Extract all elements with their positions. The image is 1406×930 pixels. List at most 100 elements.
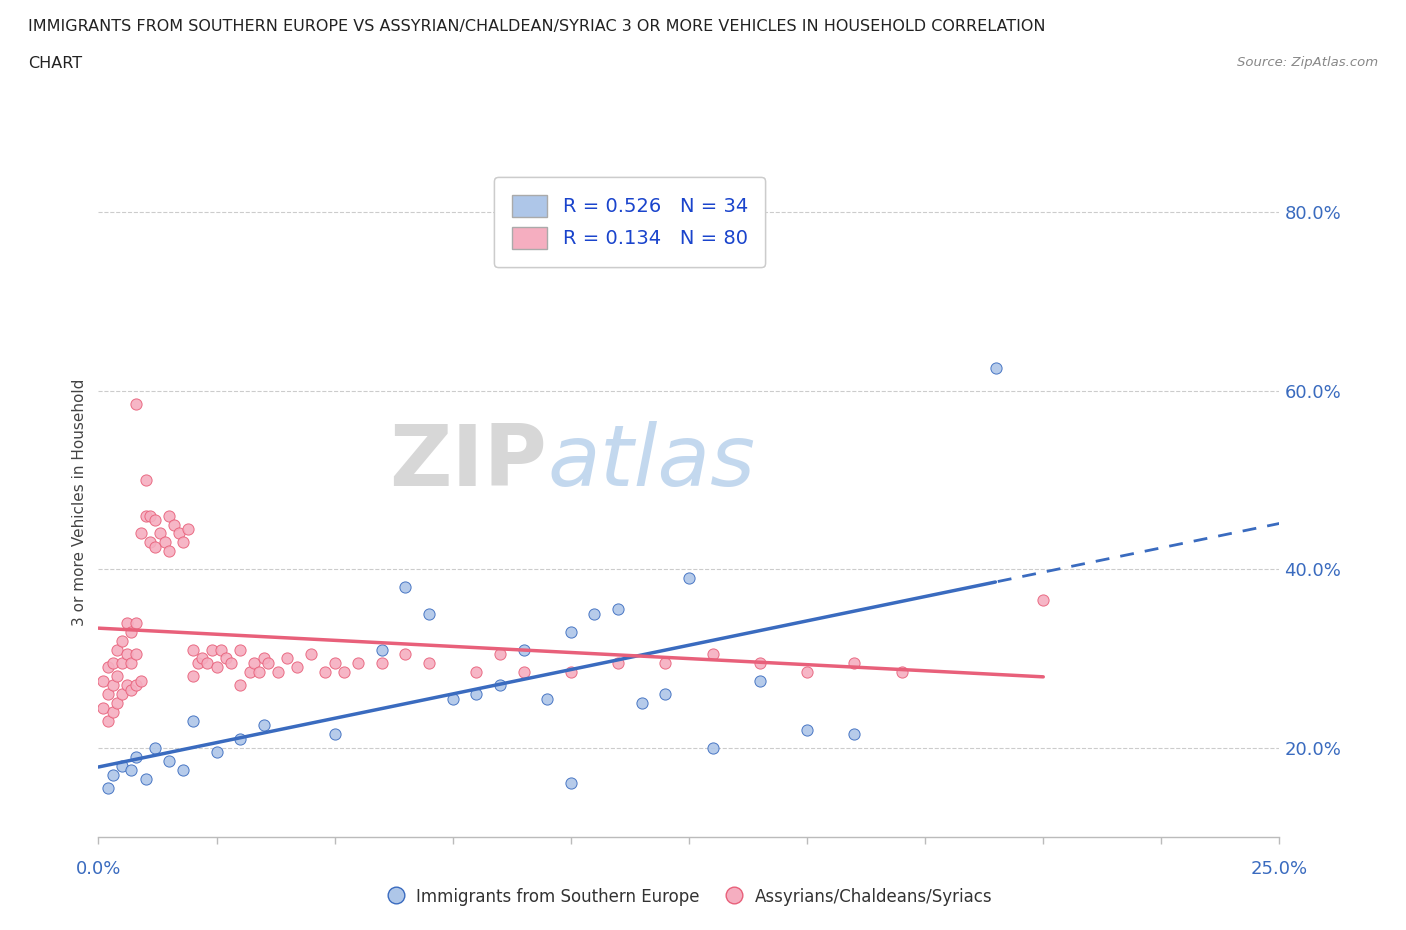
Point [111, 686, 134, 701]
Text: 25.0%: 25.0% [1251, 860, 1308, 878]
Point [257, 656, 280, 671]
Point [163, 517, 186, 532]
Point [172, 535, 194, 550]
Point [536, 691, 558, 706]
Point [101, 767, 124, 782]
Point [121, 683, 143, 698]
Point [512, 642, 534, 657]
Point [678, 571, 700, 586]
Point [177, 522, 200, 537]
Point [135, 508, 157, 523]
Point [135, 472, 157, 487]
Point [153, 535, 176, 550]
Point [630, 696, 652, 711]
Point [253, 718, 276, 733]
Point [323, 727, 346, 742]
Point [512, 664, 534, 679]
Point [91, 673, 114, 688]
Point [125, 396, 148, 411]
Point [702, 740, 724, 755]
Point [157, 544, 180, 559]
Point [157, 508, 180, 523]
Y-axis label: 3 or more Vehicles in Household: 3 or more Vehicles in Household [72, 379, 87, 626]
Point [239, 664, 262, 679]
Point [205, 660, 228, 675]
Point [125, 750, 148, 764]
Point [209, 642, 232, 657]
Point [441, 691, 464, 706]
Point [157, 753, 180, 768]
Point [125, 678, 148, 693]
Point [97, 713, 120, 728]
Point [215, 651, 238, 666]
Point [583, 606, 606, 621]
Point [97, 780, 120, 795]
Point [465, 664, 488, 679]
Point [844, 656, 866, 671]
Point [172, 763, 194, 777]
Point [607, 656, 630, 671]
Point [229, 642, 252, 657]
Point [323, 656, 346, 671]
Point [125, 616, 148, 631]
Point [101, 705, 124, 720]
Point [135, 772, 157, 787]
Point [333, 664, 356, 679]
Point [984, 361, 1007, 376]
Point [489, 678, 512, 693]
Point [702, 646, 724, 661]
Point [195, 656, 218, 671]
Text: atlas: atlas [547, 420, 755, 503]
Point [394, 579, 416, 594]
Point [101, 678, 124, 693]
Point [181, 669, 204, 684]
Point [115, 646, 138, 661]
Point [418, 606, 440, 621]
Point [229, 678, 252, 693]
Point [243, 656, 266, 671]
Point [101, 656, 124, 671]
Point [111, 758, 134, 773]
Point [181, 642, 204, 657]
Point [890, 664, 912, 679]
Text: 0.0%: 0.0% [76, 860, 121, 878]
Point [139, 535, 162, 550]
Point [149, 526, 172, 541]
Point [347, 656, 370, 671]
Point [97, 660, 120, 675]
Point [748, 673, 770, 688]
Point [607, 602, 630, 617]
Point [91, 700, 114, 715]
Point [654, 656, 676, 671]
Point [247, 664, 270, 679]
Point [97, 686, 120, 701]
Point [796, 664, 818, 679]
Point [1032, 593, 1054, 608]
Point [285, 660, 308, 675]
Legend: Immigrants from Southern Europe, Assyrians/Chaldeans/Syriacs: Immigrants from Southern Europe, Assyria… [380, 881, 998, 912]
Point [276, 651, 298, 666]
Point [205, 745, 228, 760]
Text: CHART: CHART [28, 56, 82, 71]
Point [121, 763, 143, 777]
Point [111, 656, 134, 671]
Point [143, 512, 166, 527]
Point [129, 526, 152, 541]
Point [253, 651, 276, 666]
Point [105, 696, 128, 711]
Point [105, 642, 128, 657]
Point [129, 673, 152, 688]
Point [465, 686, 488, 701]
Point [121, 656, 143, 671]
Point [115, 678, 138, 693]
Point [418, 656, 440, 671]
Point [489, 646, 512, 661]
Text: ZIP: ZIP [389, 420, 547, 503]
Point [560, 624, 582, 639]
Point [560, 776, 582, 790]
Point [111, 633, 134, 648]
Point [121, 624, 143, 639]
Legend: R = 0.526   N = 34, R = 0.134   N = 80: R = 0.526 N = 34, R = 0.134 N = 80 [495, 177, 765, 267]
Point [844, 727, 866, 742]
Point [267, 664, 290, 679]
